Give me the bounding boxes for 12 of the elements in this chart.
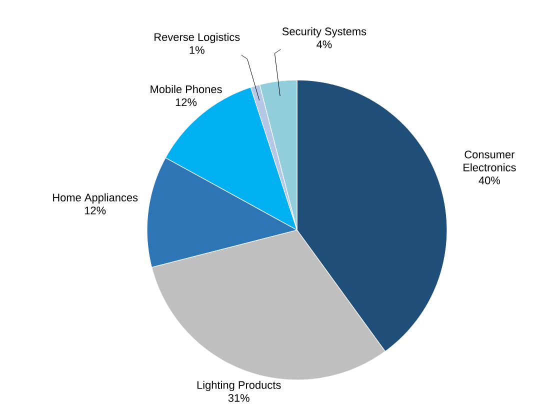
slice-label: Home Appliances (53, 193, 138, 204)
slice-label: Security Systems (282, 27, 366, 38)
slice-label: Consumer Electronics (464, 150, 516, 172)
data-label: 31% (228, 394, 250, 402)
data-label: 4% (316, 40, 332, 48)
data-label: 12% (176, 98, 197, 106)
data-label: 1% (190, 46, 204, 54)
slice-label: Lighting Products (197, 380, 281, 392)
slice-label: Reverse Logistics (154, 32, 240, 44)
data-label: 12% (84, 206, 106, 214)
slice-label: Mobile Phones (150, 85, 222, 94)
data-label: 40% (478, 176, 500, 184)
